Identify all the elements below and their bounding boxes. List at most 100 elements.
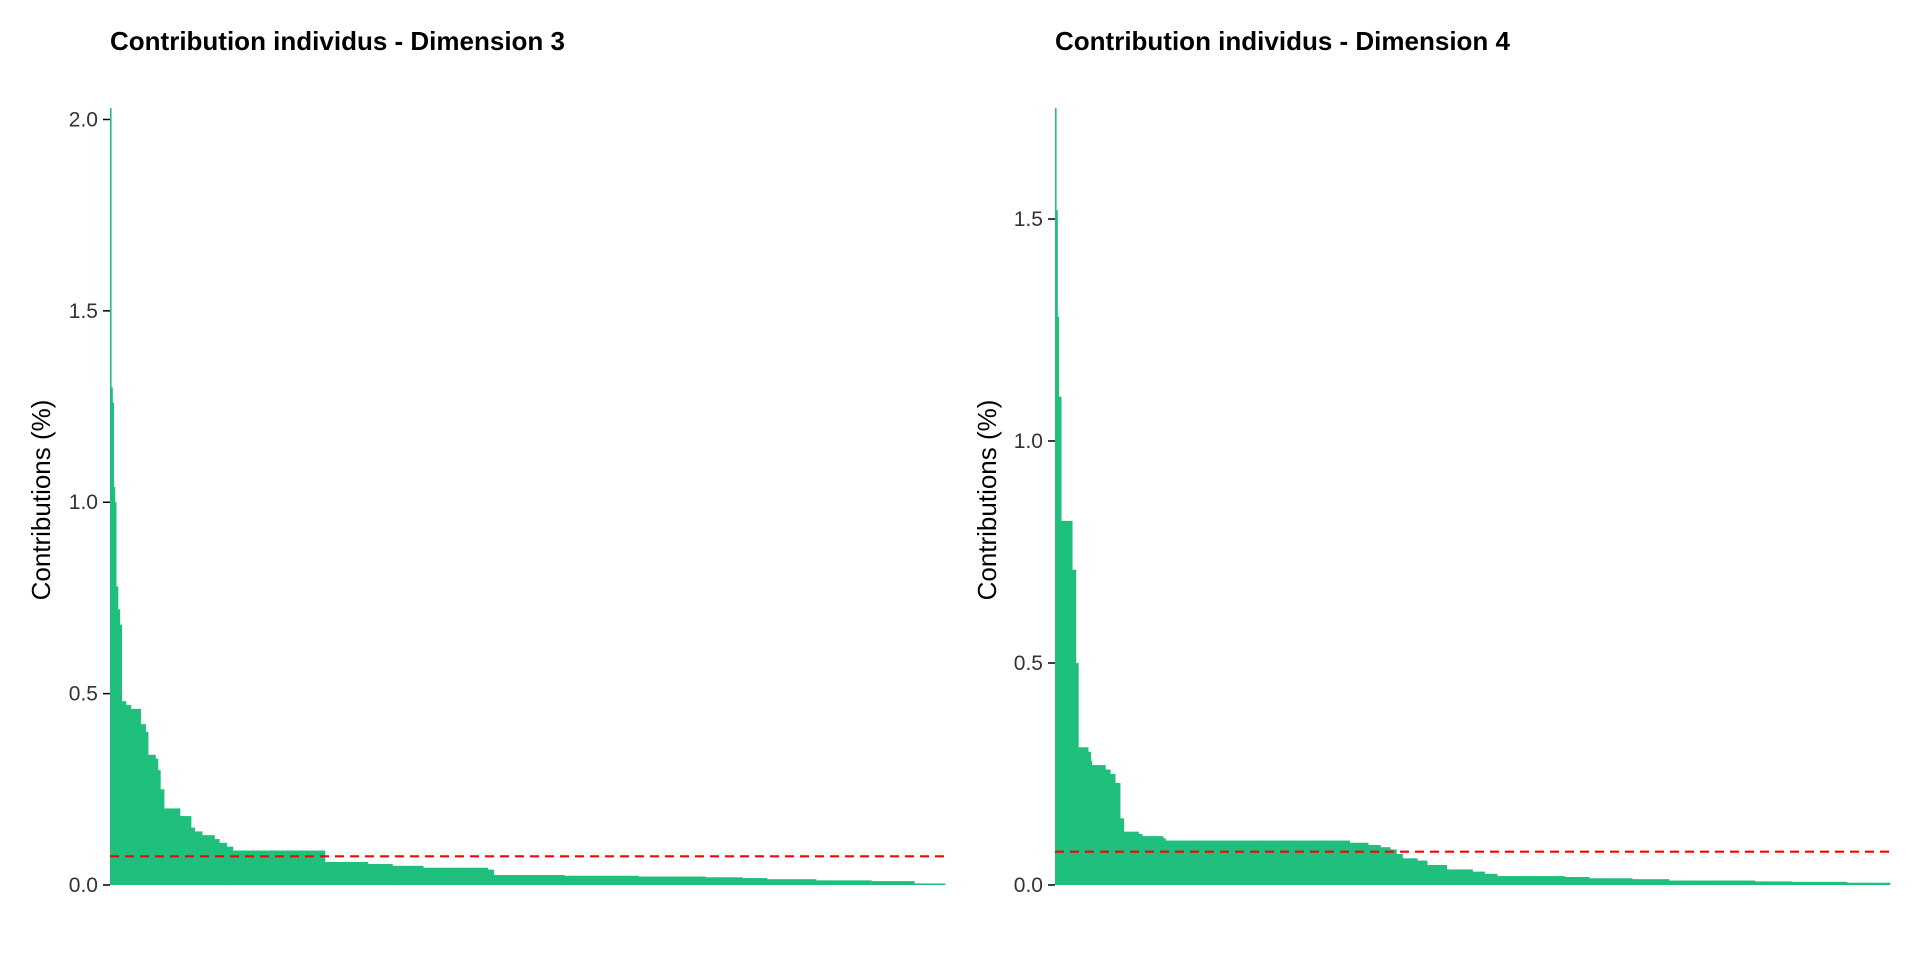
bar: [599, 875, 601, 885]
bar: [271, 850, 273, 885]
bar: [1321, 840, 1323, 885]
bar: [1185, 840, 1187, 885]
bar: [485, 867, 487, 885]
bar: [1056, 210, 1058, 885]
bar: [743, 878, 745, 885]
bar: [1871, 882, 1873, 885]
bar: [1086, 747, 1088, 885]
bar: [542, 875, 544, 885]
bar: [1554, 876, 1556, 885]
bar: [1468, 869, 1470, 885]
bar: [569, 875, 571, 885]
bar: [1743, 880, 1745, 885]
bar: [464, 867, 466, 885]
bar: [1610, 878, 1612, 885]
bar: [253, 850, 255, 885]
bar: [378, 863, 380, 885]
bar: [397, 865, 399, 885]
bar: [291, 850, 293, 885]
bar: [828, 880, 830, 885]
bar: [673, 876, 675, 885]
bar: [135, 708, 137, 885]
bar: [1426, 860, 1428, 885]
bar: [1597, 878, 1599, 885]
bar: [1584, 877, 1586, 885]
bar: [1552, 876, 1554, 885]
bar: [1605, 878, 1607, 885]
bar: [1876, 882, 1878, 885]
bar: [525, 875, 527, 885]
bar: [1770, 881, 1772, 885]
bar: [792, 879, 794, 885]
bar: [1700, 880, 1702, 885]
bar: [534, 875, 536, 885]
bar: [674, 876, 676, 885]
bar: [447, 867, 449, 885]
bar: [1718, 880, 1720, 885]
bar: [1821, 881, 1823, 885]
bar: [323, 850, 325, 885]
bar: [1695, 880, 1697, 885]
bar: [715, 877, 717, 885]
bar: [1101, 765, 1103, 885]
bar: [677, 876, 679, 885]
bar: [1231, 840, 1233, 885]
bar: [1834, 881, 1836, 885]
bar: [1199, 840, 1201, 885]
bar: [121, 624, 123, 885]
bar: [728, 877, 730, 885]
bar: [1176, 840, 1178, 885]
bar: [1324, 840, 1326, 885]
bar: [1460, 869, 1462, 885]
bar: [517, 875, 519, 885]
bar: [359, 862, 361, 885]
bar: [364, 862, 366, 885]
bar: [1740, 880, 1742, 885]
bar: [815, 879, 817, 885]
bar: [1277, 840, 1279, 885]
bar: [469, 867, 471, 885]
bar: [1844, 881, 1846, 885]
bar: [1210, 840, 1212, 885]
bar: [892, 881, 894, 885]
bar: [1660, 879, 1662, 885]
bar: [323, 850, 325, 885]
bar: [156, 758, 158, 885]
bar: [1557, 876, 1559, 885]
bar: [484, 867, 486, 885]
bar: [1164, 838, 1166, 885]
bar: [242, 850, 244, 885]
bar: [151, 754, 153, 885]
bar: [1239, 840, 1241, 885]
bar: [915, 883, 917, 885]
bar: [487, 869, 489, 885]
bar: [1672, 880, 1674, 885]
bar: [1824, 881, 1826, 885]
bar: [1705, 880, 1707, 885]
bar: [1128, 831, 1130, 885]
bar: [1831, 881, 1833, 885]
bar: [1174, 840, 1176, 885]
bar: [690, 876, 692, 885]
bar: [507, 875, 509, 885]
bar: [309, 850, 311, 885]
bar: [919, 883, 921, 885]
bar: [1317, 840, 1319, 885]
bar: [196, 831, 198, 885]
bar: [1505, 876, 1507, 885]
bar: [875, 881, 877, 885]
bar: [1718, 880, 1720, 885]
bar: [1488, 873, 1490, 885]
bar: [1089, 751, 1091, 885]
bar: [649, 876, 651, 885]
bar: [1475, 871, 1477, 885]
bar: [1307, 840, 1309, 885]
bar: [1887, 882, 1889, 885]
bar: [1614, 878, 1616, 885]
bar: [703, 876, 705, 885]
bar: [1597, 878, 1599, 885]
bar: [660, 876, 662, 885]
bar: [472, 867, 474, 885]
bar: [1804, 881, 1806, 885]
bar: [1764, 881, 1766, 885]
